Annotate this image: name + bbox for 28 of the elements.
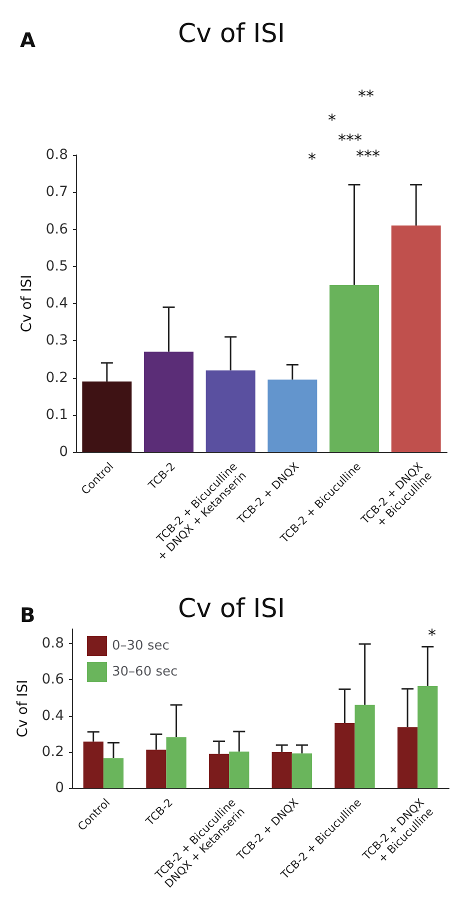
y-axis-title: Cv of ISI	[15, 680, 31, 738]
text: A	[20, 28, 36, 52]
y-tick-label: 0.2	[46, 370, 68, 386]
y-tick-label: 0.6	[46, 221, 68, 238]
y-tick-label: 0.5	[46, 258, 68, 274]
chart-title: Cv of ISI	[178, 19, 285, 49]
text: B	[20, 603, 36, 627]
y-tick-label: 0.4	[42, 708, 64, 724]
text: *	[328, 110, 336, 130]
annotation: *	[428, 626, 436, 644]
y-tick-label: 0.6	[42, 672, 64, 688]
legend-label: 30–60 sec	[112, 664, 178, 680]
y-tick-label: 0.2	[42, 744, 64, 760]
y-tick-label: 0	[55, 780, 64, 796]
text: ***	[338, 130, 362, 150]
y-tick-label: 0.8	[46, 147, 68, 163]
y-tick-label: 0.8	[42, 635, 64, 652]
y-axis-title: Cv of ISI	[19, 274, 35, 332]
y-tick-label: 0.7	[46, 184, 68, 200]
legend-label: 0–30 sec	[112, 638, 170, 654]
annotation: ***	[356, 146, 380, 166]
text: **	[358, 86, 374, 106]
y-tick-label: 0	[59, 444, 68, 460]
y-tick-label: 0.4	[46, 296, 68, 312]
y-tick-label: 0.1	[46, 406, 68, 423]
chart-title: Cv of ISI	[178, 594, 285, 624]
annotation: *	[308, 150, 316, 168]
y-tick-label: 0.3	[46, 332, 68, 349]
